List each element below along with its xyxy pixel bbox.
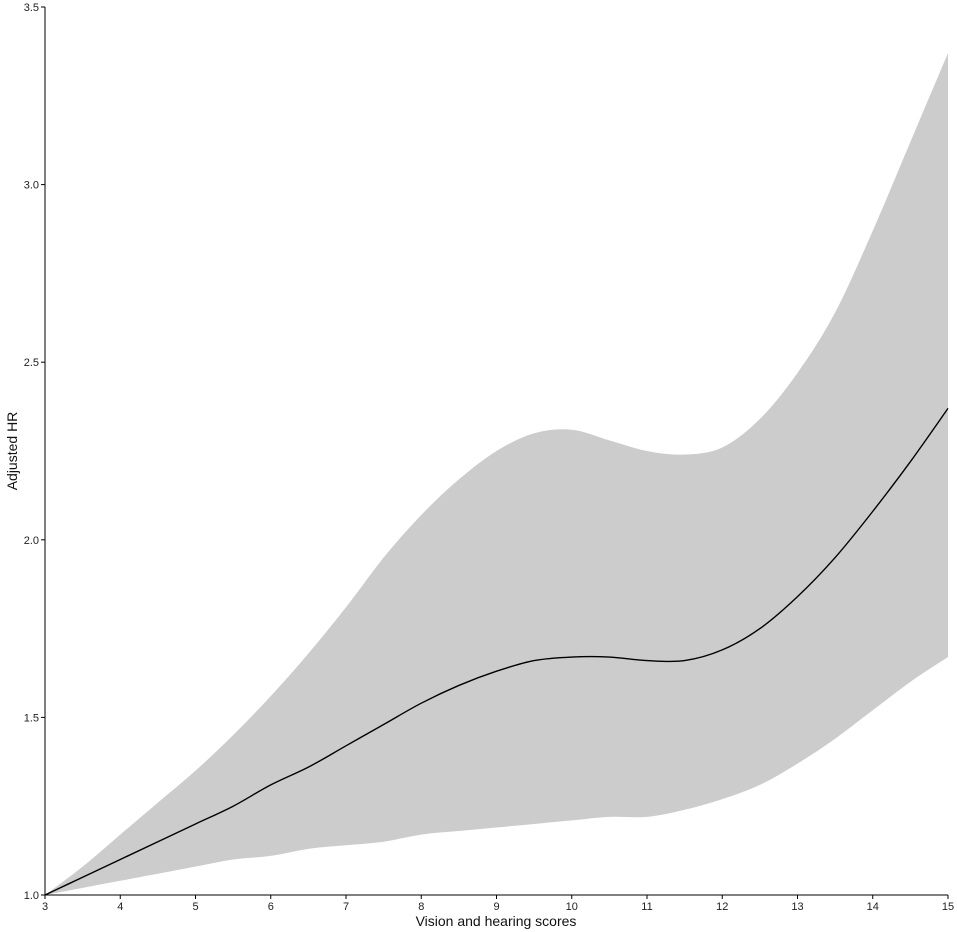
y-tick-label: 2.0 bbox=[24, 535, 39, 547]
x-tick-label: 3 bbox=[42, 901, 48, 913]
x-tick-label: 10 bbox=[566, 901, 578, 913]
x-tick-label: 13 bbox=[791, 901, 803, 913]
x-tick-label: 9 bbox=[493, 901, 499, 913]
x-tick-label: 8 bbox=[418, 901, 424, 913]
hr-line-layer bbox=[44, 407, 949, 896]
x-tick-label: 11 bbox=[641, 901, 652, 913]
x-axis-title: Vision and hearing scores bbox=[416, 913, 577, 929]
x-tick-label: 4 bbox=[117, 901, 123, 913]
x-tick-label: 6 bbox=[268, 901, 274, 913]
y-tick-label: 1.5 bbox=[24, 712, 39, 724]
y-tick-label: 2.5 bbox=[24, 357, 39, 369]
hr-line bbox=[44, 407, 949, 896]
y-axis-title: Adjusted HR bbox=[4, 412, 20, 491]
confidence-band-layer bbox=[45, 53, 948, 896]
y-tick-label: 3.0 bbox=[24, 180, 39, 192]
axes: 3 4 5 6 7 8 9 10 11 12 13 14 15 1.0 1.5 2.0 2.5 3.0 3.5 bbox=[24, 2, 954, 913]
confidence-band bbox=[45, 53, 948, 896]
x-tick-label: 15 bbox=[942, 901, 954, 913]
x-tick-label: 7 bbox=[343, 901, 349, 913]
x-tick-label: 14 bbox=[867, 901, 879, 913]
y-tick-label: 1.0 bbox=[24, 890, 39, 902]
x-tick-label: 5 bbox=[192, 901, 198, 913]
y-tick-label: 3.5 bbox=[24, 2, 39, 14]
x-tick-label: 12 bbox=[716, 901, 728, 913]
